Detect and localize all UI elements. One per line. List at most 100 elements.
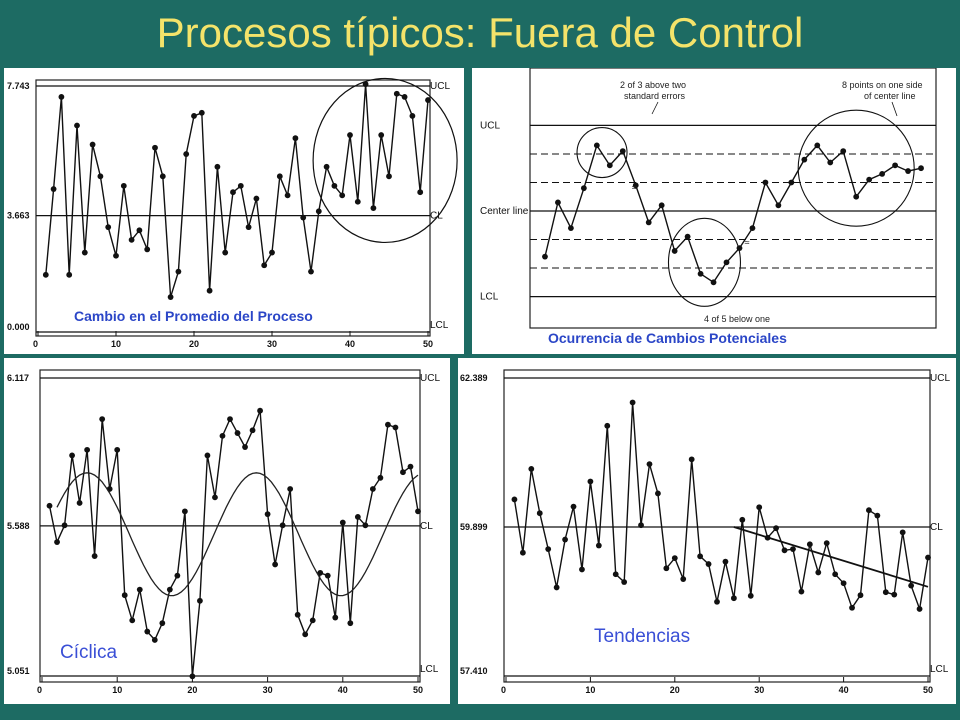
data-point [261,262,268,269]
x-tick-label: 20 [189,339,199,349]
data-point [714,598,720,605]
highlight-circle [576,126,628,179]
data-point [61,522,68,529]
data-point [378,132,385,138]
plot-frame [529,68,937,329]
data-point [212,494,218,501]
data-point [663,565,670,572]
data-point [918,165,924,172]
data-point [204,452,211,459]
lcl-label: LCL [420,664,439,675]
data-point [237,182,244,189]
data-point [393,90,400,97]
x-tick-label: 0 [37,685,42,695]
data-point [74,122,80,129]
x-tick-label: 0 [33,339,38,349]
y-tick-label: 0.000 [7,322,30,332]
data-point [99,416,106,422]
data-point [175,268,182,275]
data-point [519,549,526,556]
data-point [197,597,203,604]
data-point [219,432,226,439]
plot-frame [503,369,931,683]
data-point [276,173,283,180]
data-point [292,135,299,142]
data-point [925,554,931,561]
data-point [234,430,241,436]
data-point [790,546,796,553]
data-point [604,422,611,429]
ucl-label: UCL [430,81,450,92]
y-tick-label: 6.117 [7,373,29,383]
lcl-label: LCL [430,320,449,331]
data-point [354,198,361,205]
data-point [69,452,75,459]
data-point [814,142,821,149]
data-point [152,144,158,151]
data-point [874,512,881,519]
data-point [562,536,568,543]
data-point [245,224,252,231]
axis-break-mark: ≈ [745,238,750,248]
data-point [317,569,324,576]
data-point [788,179,795,186]
data-point [832,571,839,578]
data-point [671,248,678,254]
data-point [331,182,338,189]
data-point [866,176,873,183]
lcl-label: LCL [930,664,949,675]
data-point [294,611,301,618]
data-point [302,631,309,638]
data-point [191,113,197,119]
data-point [619,148,626,154]
y-tick-label: 59.899 [460,522,488,532]
chart-panel-trends: UCL CL LCL 62.389 59.899 57.410 0 10 20 30 40 50 Te… [458,358,956,704]
data-point [89,141,96,148]
data-point [806,541,813,548]
data-point [167,294,174,300]
data-point [323,163,330,170]
data-point [129,617,136,624]
data-point [849,604,855,611]
data-point [347,620,354,627]
data-point [159,620,166,627]
data-point [144,628,151,635]
data-point [76,500,83,506]
data-point [198,109,205,116]
data-point [553,584,560,591]
highlight-circle [667,217,742,307]
data-point [183,151,190,157]
x-tick-label: 40 [338,685,348,695]
data-point [697,553,704,560]
data-point [606,162,613,169]
data-point [749,225,756,232]
data-point [587,478,594,485]
y-tick-label: 62.389 [460,373,488,383]
chart-label-cyclic: Cíclica [60,642,118,663]
data-point [762,179,769,186]
data-point [645,219,652,226]
data-point [801,156,808,163]
data-point [840,580,847,587]
data-point [136,586,143,593]
x-tick-label: 50 [923,685,933,695]
data-point [58,93,65,100]
data-point [151,637,158,643]
chart-panel-potential-shifts: UCL Center line LCL 2 of 3 above two standar… [472,68,956,354]
data-point [866,507,872,514]
plot-frame [35,79,431,337]
data-point [857,592,864,599]
chart-panel-cyclic: UCL CL LCL 6.117 5.588 5.051 0 10 20 30 40 50 Cícli… [4,358,450,704]
data-point [853,193,860,200]
cl-label: CL [420,521,433,532]
data-point [166,586,173,593]
chart-trends: UCL CL LCL 62.389 59.899 57.410 0 10 20 30 40 50 [460,369,950,695]
data-point [279,522,286,529]
trend-line [733,526,929,588]
data-point [174,572,181,579]
data-point [105,224,112,231]
data-point [409,113,416,119]
data-point [308,268,314,275]
data-point [159,173,166,180]
data-point [97,173,104,180]
